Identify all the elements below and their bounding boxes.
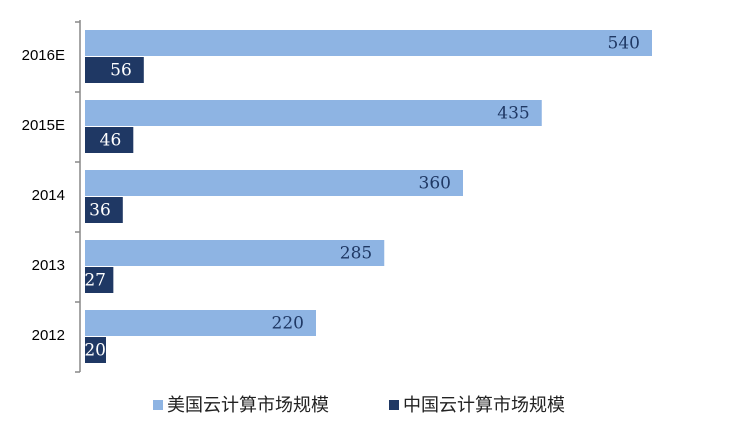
y-tick-label: 2014 (32, 187, 65, 204)
value-label: 540 (608, 34, 640, 54)
bar (85, 57, 144, 83)
value-label: 27 (84, 271, 106, 291)
bar (85, 310, 316, 336)
bar (85, 197, 123, 223)
bar (85, 337, 106, 363)
value-label: 56 (110, 61, 132, 81)
bar (85, 100, 542, 126)
bar (85, 127, 134, 153)
y-tick-label: 2013 (32, 257, 65, 274)
bar (85, 30, 652, 56)
y-tick-label: 2015E (22, 117, 65, 134)
legend-label: 中国云计算市场规模 (403, 395, 565, 416)
value-label: 285 (340, 244, 372, 264)
bar (85, 267, 114, 293)
legend-label: 美国云计算市场规模 (167, 395, 329, 416)
legend-swatch (153, 400, 163, 410)
value-label: 36 (89, 201, 111, 221)
value-label: 220 (272, 314, 304, 334)
y-tick-label: 2016E (22, 47, 65, 64)
value-label: 435 (497, 104, 529, 124)
y-tick-label: 2012 (32, 327, 65, 344)
value-label: 46 (100, 131, 122, 151)
value-label: 360 (419, 174, 451, 194)
value-label: 20 (84, 341, 106, 361)
bar (85, 170, 463, 196)
bar (85, 240, 385, 266)
legend-swatch (389, 400, 399, 410)
